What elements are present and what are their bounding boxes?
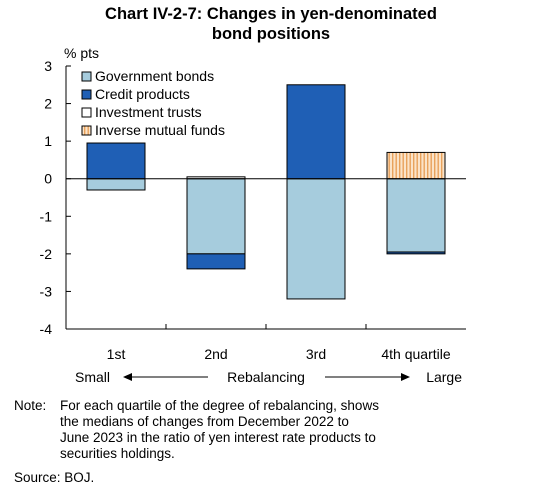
x-tick-label: 3rd: [306, 346, 326, 362]
legend-label-1: Government bonds: [95, 68, 214, 84]
arrow-left-icon: [123, 373, 132, 381]
legend: Government bonds Credit products Investmen…: [81, 68, 225, 138]
legend-swatch-4: [81, 125, 92, 136]
legend-label-2: Credit products: [95, 86, 190, 102]
chart-title-line-1: Chart IV-2-7: Changes in yen-denominated: [105, 5, 437, 23]
bar-4-series-2: [386, 251, 446, 255]
y-axis-label: % pts: [64, 45, 99, 61]
source-text: Source: BOJ.: [14, 470, 95, 485]
y-tick-label: 0: [44, 171, 52, 187]
y-tick-label: 1: [44, 133, 52, 149]
bar-3-series-2: [286, 84, 346, 180]
note-line-1: For each quartile of the degree of rebal…: [60, 398, 379, 413]
y-tick-label: 3: [44, 58, 52, 74]
bar-4-series-1: [386, 178, 446, 253]
y-tick-label: -4: [40, 321, 53, 337]
bar-2-series-2: [186, 253, 246, 270]
x-tick-label: 2nd: [204, 346, 227, 362]
x-tick-label: 4th quartile: [381, 346, 450, 362]
x-tick-label: 1st: [107, 346, 126, 362]
legend-swatch-3: [81, 107, 92, 118]
arrow-right-icon: [401, 373, 410, 381]
bar-1-series-1: [86, 178, 146, 191]
note-line-4: securities holdings.: [60, 446, 175, 461]
bar-1-series-2: [86, 142, 146, 180]
chart-area: 1st 2nd 3rd 4th quartile 3 2 1 0 -1 -2 -3 -4 % pts Sm…: [40, 45, 466, 385]
legend-label-4: Inverse mutual funds: [95, 122, 225, 138]
axis-note-small: Small: [75, 369, 110, 385]
note-line-3: June 2023 in the ratio of yen interest r…: [60, 430, 376, 445]
bar-4-series-4: [386, 151, 446, 180]
y-tick-label: 2: [44, 96, 52, 112]
legend-swatch-1: [81, 71, 92, 82]
y-tick-label: -3: [40, 283, 53, 299]
axis-note-rebalancing: Rebalancing: [227, 369, 305, 385]
legend-swatch-2: [81, 89, 92, 100]
y-tick-label: -2: [40, 246, 53, 262]
chart-note: Note: For each quartile of the degree of…: [14, 398, 534, 462]
axis-note-large: Large: [426, 369, 462, 385]
legend-label-3: Investment trusts: [95, 104, 202, 120]
y-tick-label: -1: [40, 208, 53, 224]
bar-2-series-1: [186, 178, 246, 255]
note-line-2: the medians of changes from December 202…: [60, 414, 349, 429]
bar-3-series-1: [286, 178, 346, 300]
note-label: Note:: [14, 398, 47, 413]
chart-title-line-2: bond positions: [211, 25, 331, 43]
